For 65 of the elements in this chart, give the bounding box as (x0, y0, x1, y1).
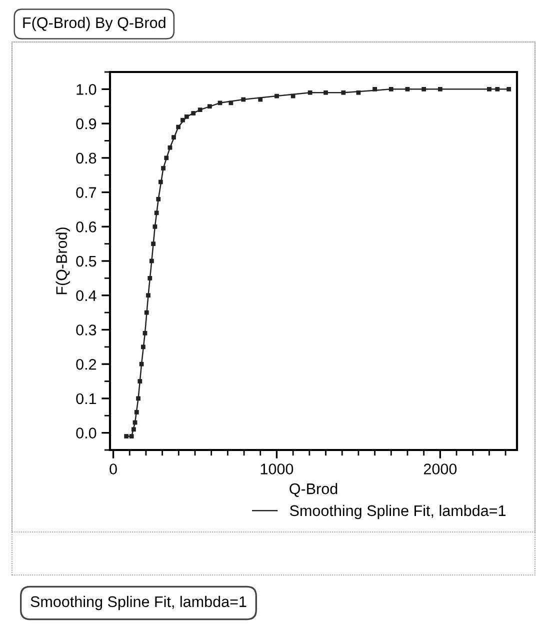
point (258, 97, 263, 102)
point (158, 180, 163, 184)
x-axis-title: Q-Brod (290, 482, 338, 497)
y-tick-label: 0.2 (76, 358, 96, 370)
y-tick-label: 0.9 (76, 118, 96, 130)
y-tick-label: 0.8 (76, 152, 96, 164)
point (184, 114, 189, 119)
point (324, 90, 328, 95)
point (506, 86, 512, 92)
y-tick-label: 0.4 (76, 290, 96, 302)
y-tick-label: 0.3 (76, 324, 96, 336)
point (372, 86, 377, 92)
point (180, 118, 185, 122)
point (405, 86, 410, 92)
y-tick-label: 0.5 (76, 256, 96, 267)
point (356, 90, 361, 95)
point (146, 293, 150, 298)
x-tick-label: 2000 (424, 464, 457, 474)
point (136, 396, 140, 401)
point (149, 258, 154, 264)
y-axis-title: F(Q-Brod) (56, 228, 70, 294)
point (138, 379, 142, 384)
point (208, 104, 212, 109)
point (152, 224, 158, 229)
text: Smoothing Spline Fit, lambda=1 (30, 596, 246, 610)
point (290, 94, 296, 98)
point (164, 156, 169, 160)
point (495, 86, 500, 92)
point (176, 124, 181, 130)
point (308, 90, 312, 95)
point (142, 330, 148, 336)
point (274, 94, 279, 98)
y-tick-label: 1.0 (76, 84, 96, 95)
point (161, 166, 166, 170)
point (218, 100, 222, 106)
point (487, 86, 492, 92)
point (154, 210, 159, 216)
chart-title: F(Q-Brod) By Q-Brod (23, 16, 166, 32)
point (198, 108, 202, 112)
point (191, 111, 196, 116)
point (139, 362, 144, 366)
point (168, 145, 172, 150)
point (341, 90, 346, 95)
point (151, 242, 156, 246)
y-tick-label: 0.0 (76, 428, 96, 439)
x-tick-label: 0 (110, 464, 117, 474)
point (144, 310, 149, 315)
point (228, 100, 234, 106)
point (388, 86, 394, 92)
point (124, 434, 129, 438)
y-tick-label: 0.6 (76, 222, 96, 232)
point (134, 410, 139, 414)
y-tick-label: 0.1 (76, 393, 96, 404)
point (148, 276, 152, 280)
x-tick-label: 1000 (260, 464, 294, 474)
point (172, 135, 176, 140)
point (241, 97, 246, 102)
point (156, 196, 161, 202)
point (422, 86, 426, 92)
point (129, 434, 134, 438)
point (132, 427, 136, 432)
legend-label: Smoothing Spline Fit, lambda=1 (290, 504, 506, 520)
point (438, 86, 442, 92)
y-tick-label: 0.7 (76, 187, 96, 198)
point (140, 344, 146, 350)
